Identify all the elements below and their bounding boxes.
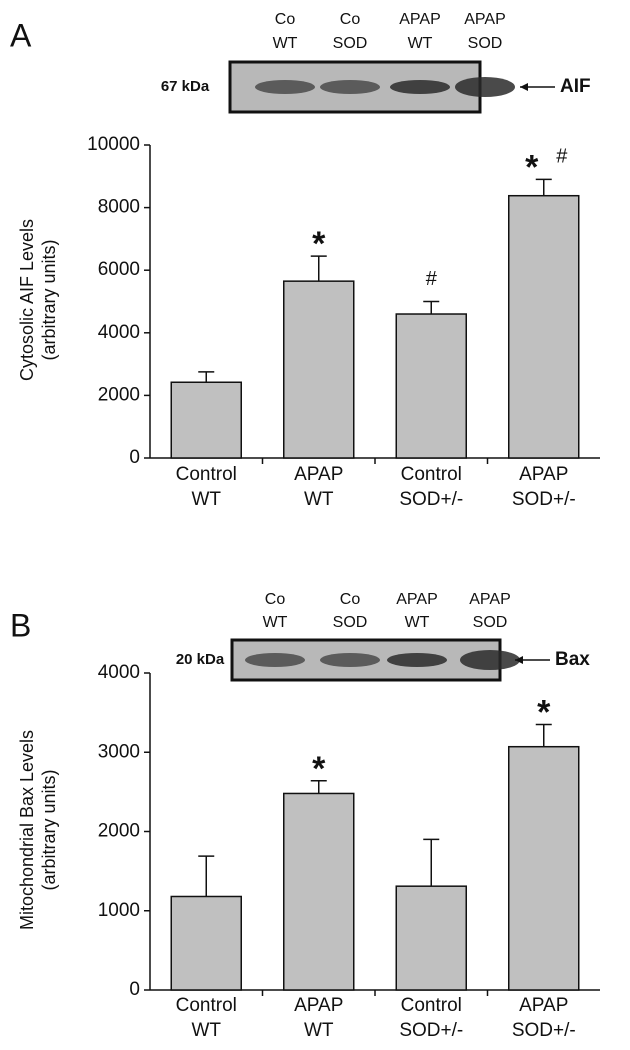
error-bar [535,723,552,747]
lane-label: SOD [473,614,508,631]
y-tick-label: 1000 [98,900,140,921]
lane-label: WT [408,35,433,52]
error-bar [423,300,440,315]
bar [170,895,242,991]
y-tick-label: 10000 [87,134,140,155]
y-axis-label: Cytosolic AIF Levels [17,219,37,381]
lane-label: APAP [469,591,511,608]
bar [283,280,355,459]
x-tick-label: Control [176,464,237,485]
error-bar [535,178,552,196]
blot-band [460,650,520,670]
significance-marker: * [312,750,326,788]
lane-label: APAP [396,591,438,608]
significance-marker: * [537,693,551,731]
error-bar [198,855,215,897]
y-tick-label: 0 [129,979,140,1000]
lane-label: SOD [333,35,368,52]
error-bar [310,780,327,794]
lane-label: SOD [468,35,503,52]
panel-letter: A [10,17,32,53]
error-bar [423,838,440,887]
y-tick-label: 3000 [98,741,140,762]
error-bar [310,255,327,282]
x-tick-label: Control [176,995,237,1016]
x-tick-label: SOD+/- [512,1020,576,1041]
y-tick-label: 4000 [98,662,140,683]
error-bar [198,371,215,383]
blot-marker: 67 kDa [161,78,210,95]
x-tick-label: Control [401,464,462,485]
blot-arrowhead [515,656,523,664]
lane-label: SOD [333,614,368,631]
blot-band [320,80,380,94]
x-tick-label: Control [401,995,462,1016]
blot-band [245,653,305,667]
x-tick-label: WT [304,489,334,510]
lane-label: Co [265,591,286,608]
x-tick-label: WT [191,1020,221,1041]
x-tick-label: WT [191,489,221,510]
blot-band [387,653,447,667]
y-tick-label: 8000 [98,197,140,218]
blot-marker: 20 kDa [176,651,225,668]
significance-marker: * [312,225,326,263]
bar [508,745,580,991]
blot-band [255,80,315,94]
lane-label: APAP [399,11,441,28]
bar [283,792,355,991]
blot-arrowhead [520,83,528,91]
x-tick-label: SOD+/- [512,489,576,510]
x-tick-label: APAP [519,464,568,485]
lane-label: Co [340,591,361,608]
x-tick-label: APAP [294,995,343,1016]
lane-label: Co [275,11,296,28]
bar [508,194,580,459]
blot-band [390,80,450,94]
y-axis-label: Mitochondrial Bax Levels [17,730,37,930]
bar [395,313,467,459]
lane-label: WT [263,614,288,631]
y-tick-label: 4000 [98,322,140,343]
y-axis-label: (arbitrary units) [39,239,59,360]
lane-label: Co [340,11,361,28]
blot-protein: Bax [555,649,590,670]
significance-marker: * [525,148,539,186]
x-tick-label: APAP [519,995,568,1016]
y-tick-label: 2000 [98,821,140,842]
y-tick-label: 0 [129,447,140,468]
lane-label: APAP [464,11,506,28]
x-tick-label: WT [304,1020,334,1041]
y-tick-label: 2000 [98,384,140,405]
lane-label: WT [273,35,298,52]
panel-letter: B [10,607,31,643]
x-tick-label: SOD+/- [399,489,463,510]
y-axis-label: (arbitrary units) [39,769,59,890]
lane-label: WT [405,614,430,631]
y-tick-label: 6000 [98,259,140,280]
blot-band [320,653,380,667]
x-tick-label: APAP [294,464,343,485]
blot-protein: AIF [560,76,591,97]
blot-band [455,77,515,97]
significance-marker: # [426,268,438,290]
bar [395,885,467,991]
significance-marker: # [556,146,568,168]
x-tick-label: SOD+/- [399,1020,463,1041]
bar [170,381,242,459]
